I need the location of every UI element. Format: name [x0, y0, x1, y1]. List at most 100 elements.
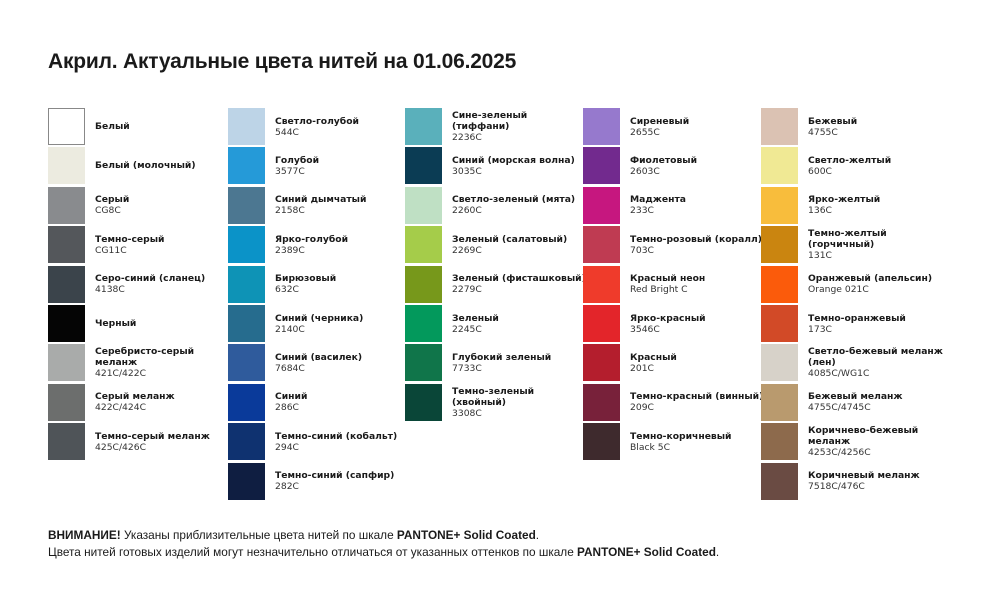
- color-item: Темно-синий (сапфир) 282C: [228, 462, 410, 500]
- swatch: [583, 186, 620, 224]
- pantone-code: 282C: [275, 481, 299, 493]
- color-name: Красный неон: [630, 273, 706, 285]
- swatch: [761, 344, 798, 382]
- color-name: Синий (василек): [275, 351, 363, 363]
- color-item: Белый (молочный): [48, 147, 230, 185]
- pantone-code: 2655C: [630, 126, 660, 138]
- color-name: Темно-желтый (горчичный): [808, 228, 887, 251]
- swatch: [48, 226, 85, 264]
- pantone-code: 2279C: [452, 284, 482, 296]
- swatch-label: Синий (черника) 2140C: [275, 313, 410, 335]
- pantone-code: 7684C: [275, 362, 305, 374]
- swatch: [761, 423, 798, 461]
- pantone-code: 3308C: [452, 407, 482, 419]
- text: .: [535, 528, 540, 542]
- swatch-label: Серый CG8C: [95, 194, 230, 216]
- pantone-code: 4253C/4256C: [808, 447, 871, 459]
- swatch-label: Синий (василек) 7684C: [275, 352, 410, 374]
- bold-text: PANTONE+ Solid Coated: [577, 545, 716, 559]
- swatch-label: Светло-зеленый (мята) 2260C: [452, 194, 587, 216]
- swatch: [583, 305, 620, 342]
- pantone-code: 2236C: [452, 132, 482, 143]
- swatch: [405, 147, 442, 185]
- swatch-label: Ярко-голубой 2389C: [275, 234, 410, 256]
- swatch-label: Коричнево-бежевый меланж 4253C/4256C: [808, 425, 943, 458]
- swatch-label: Сиреневый 2655C: [630, 116, 765, 138]
- color-item: Темно-синий (кобальт) 294C: [228, 423, 410, 461]
- pantone-code: 2140C: [275, 323, 305, 335]
- footer-line: ВНИМАНИЕ! Указаны приблизительные цвета …: [48, 527, 719, 544]
- color-item: Бежевый 4755C: [761, 108, 943, 145]
- swatch: [761, 265, 798, 303]
- color-name: Серый меланж: [95, 391, 175, 403]
- color-name: Зеленый (салатовый): [452, 233, 568, 245]
- color-item: Коричнево-бежевый меланж 4253C/4256C: [761, 423, 943, 461]
- color-item: Голубой 3577C: [228, 147, 410, 185]
- color-item: Светло-голубой 544C: [228, 108, 410, 145]
- color-item: Красный 201C: [583, 344, 765, 382]
- swatch-label: Фиолетовый 2603C: [630, 155, 765, 177]
- pantone-code: 136C: [808, 205, 832, 217]
- color-name: Зеленый: [452, 312, 499, 324]
- color-item: Темно-желтый (горчичный) 131C: [761, 226, 943, 264]
- swatch-label: Темно-зеленый (хвойный) 3308C: [452, 386, 587, 419]
- swatch-label: Ярко-красный 3546C: [630, 313, 765, 335]
- swatch-label: Бежевый 4755C: [808, 116, 943, 138]
- swatch: [48, 265, 85, 303]
- swatch-label: Темно-коричневый Black 5C: [630, 431, 765, 453]
- swatch-label: Маджента 233C: [630, 194, 765, 216]
- color-item: Бирюзовый 632C: [228, 265, 410, 303]
- color-item: Светло-желтый 600C: [761, 147, 943, 185]
- swatch: [583, 226, 620, 264]
- swatch-label: Серо-синий (сланец) 4138C: [95, 273, 230, 295]
- pantone-code: 425C/426C: [95, 441, 146, 453]
- pantone-code: 201C: [630, 362, 654, 374]
- color-name: Светло-голубой: [275, 115, 359, 127]
- color-item: Красный неон Red Bright C: [583, 265, 765, 303]
- color-name: Темно-серый меланж: [95, 430, 210, 442]
- swatch: [405, 344, 442, 382]
- swatch-label: Темно-серый CG11C: [95, 234, 230, 256]
- swatch: [48, 344, 85, 382]
- color-name: Темно-красный (винный): [630, 391, 764, 403]
- swatch: [48, 383, 85, 421]
- swatch: [583, 344, 620, 382]
- swatch: [761, 462, 798, 500]
- color-item: Светло-зеленый (мята) 2260C: [405, 186, 587, 224]
- pantone-code: 233C: [630, 205, 654, 217]
- bold-text: ВНИМАНИЕ!: [48, 528, 121, 542]
- pantone-code: 7733C: [452, 362, 482, 374]
- swatch: [583, 383, 620, 421]
- pantone-code: 2603C: [630, 165, 660, 177]
- color-item: Оранжевый (апельсин) Orange 021C: [761, 265, 943, 303]
- swatch-label: Белый: [95, 121, 230, 132]
- color-item: Темно-оранжевый 173C: [761, 305, 943, 342]
- swatch-label: Голубой 3577C: [275, 155, 410, 177]
- pantone-code: 4138C: [95, 284, 125, 296]
- swatch: [48, 147, 85, 185]
- swatch: [761, 186, 798, 224]
- color-name: Ярко-красный: [630, 312, 706, 324]
- color-name: Синий дымчатый: [275, 194, 367, 206]
- color-item: Синий (морская волна) 3035C: [405, 147, 587, 185]
- pantone-code: 3577C: [275, 165, 305, 177]
- color-item: Фиолетовый 2603C: [583, 147, 765, 185]
- pantone-code: 4755C/4745C: [808, 402, 871, 414]
- text: .: [715, 545, 720, 559]
- swatch-label: Темно-серый меланж 425C/426C: [95, 431, 230, 453]
- pantone-code: 3035C: [452, 165, 482, 177]
- color-item: Маджента 233C: [583, 186, 765, 224]
- swatch-label: Оранжевый (апельсин) Orange 021C: [808, 273, 943, 295]
- color-name: Бирюзовый: [275, 273, 337, 285]
- color-name: Зеленый (фисташковый): [452, 273, 586, 285]
- pantone-code: 209C: [630, 402, 654, 414]
- color-name: Коричневый меланж: [808, 470, 920, 482]
- swatch-label: Глубокий зеленый 7733C: [452, 352, 587, 374]
- swatch: [48, 423, 85, 461]
- pantone-code: Black 5C: [630, 441, 671, 453]
- color-item: Темно-розовый (коралл) 703C: [583, 226, 765, 264]
- swatch: [48, 305, 85, 342]
- swatch: [405, 226, 442, 264]
- color-name: Синий: [275, 391, 308, 403]
